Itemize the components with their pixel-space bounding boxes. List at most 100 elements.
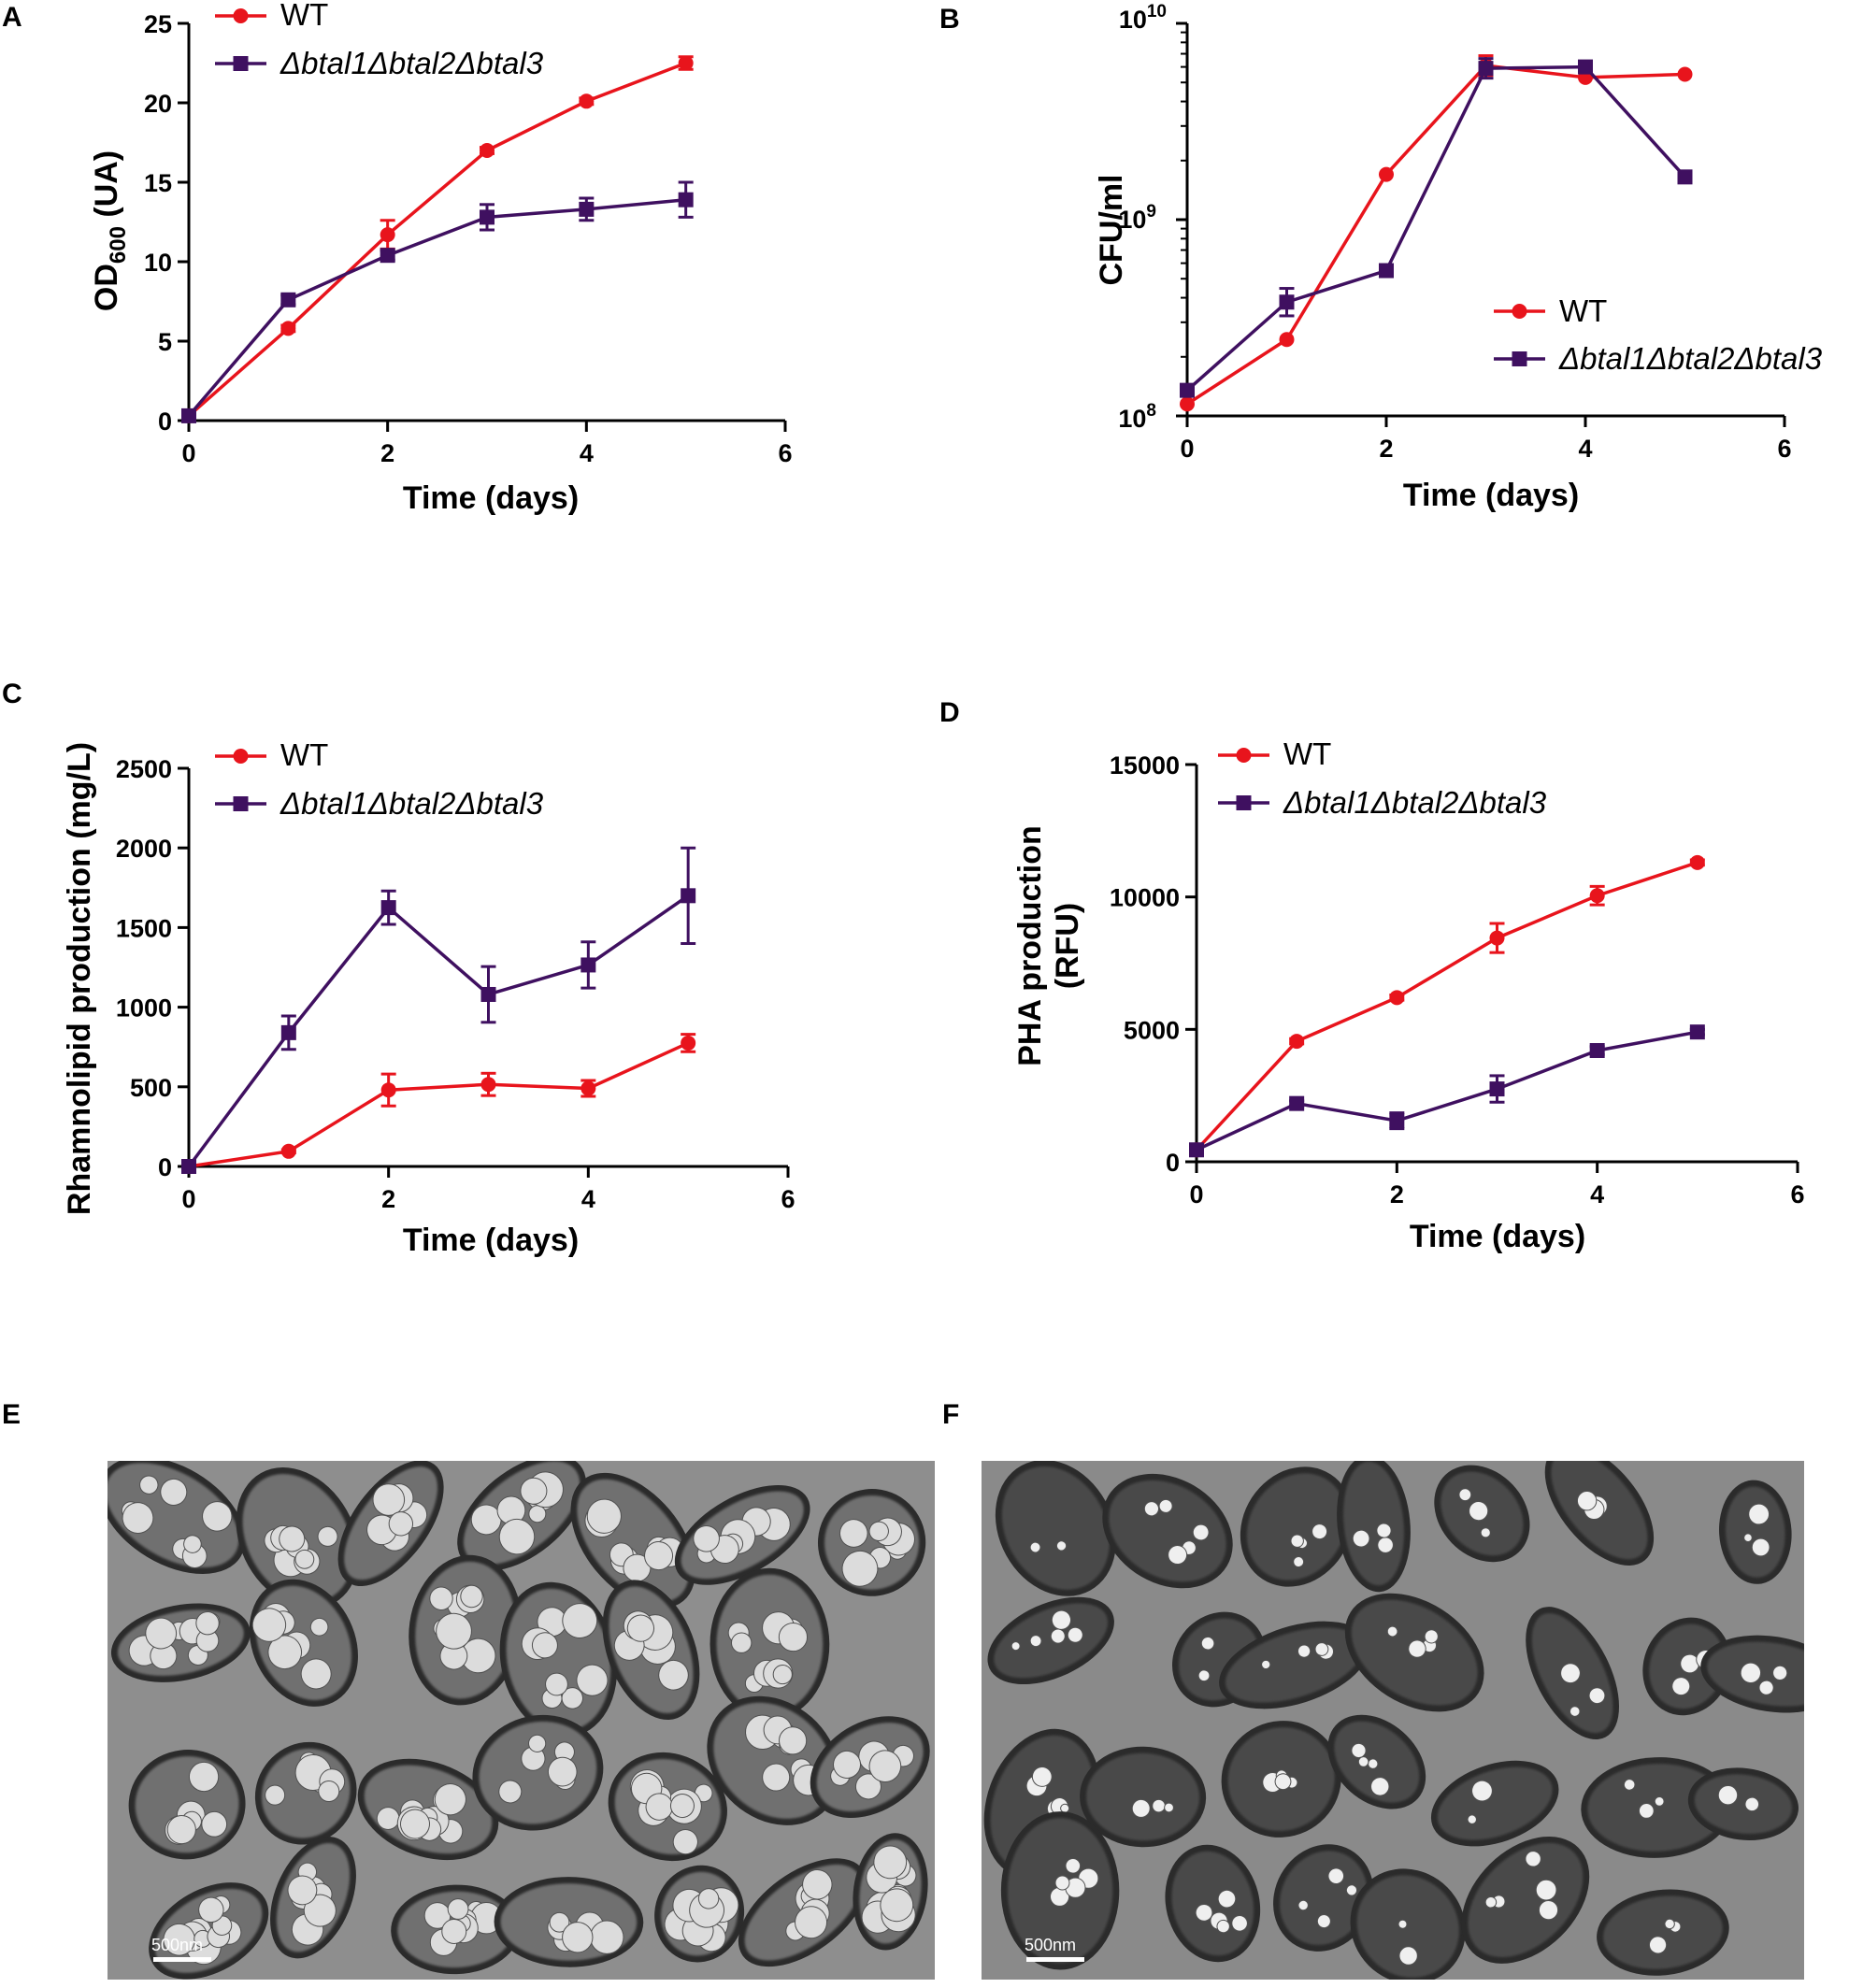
pha-granule (1654, 1795, 1665, 1807)
micrograph-e-scale-bar (153, 1957, 211, 1962)
pha-granule (1471, 1780, 1493, 1802)
chart-a-series-mutant-point (480, 209, 494, 225)
chart-a-series-mutant-point (380, 248, 395, 264)
cell (1687, 1767, 1799, 1840)
chart-d-xtick-label: 2 (1390, 1180, 1404, 1209)
pha-granule (1368, 1758, 1379, 1769)
pha-granule (528, 1505, 547, 1523)
pha-granule (778, 1622, 809, 1652)
pha-granule (388, 1511, 414, 1537)
cell (149, 1882, 269, 1980)
pha-granule (590, 1920, 624, 1954)
pha-granule (520, 1477, 548, 1505)
chart-b-legend-marker-mutant (1512, 351, 1527, 366)
cell (1240, 1466, 1354, 1587)
chart-b-ytick-1e8: 108 (1118, 401, 1156, 433)
pha-granule (1398, 1919, 1408, 1929)
chart-c-legend-marker-wt (233, 749, 249, 764)
cell (1221, 1721, 1341, 1838)
pha-granule (1192, 1523, 1210, 1541)
micrograph-e-scale-label: 500nm (151, 1936, 203, 1954)
pha-granule (1290, 1534, 1304, 1548)
pha-granule (868, 1750, 902, 1782)
chart-c-series-mutant-point (280, 1024, 296, 1040)
pha-granule (447, 1898, 469, 1920)
pha-granule (294, 1549, 315, 1569)
chart-d-ylabel-line1: PHA production (1012, 825, 1048, 1066)
chart-d-ytick-label: 10000 (1110, 884, 1180, 912)
chart-a-ylabel: OD600 (UA) (89, 150, 131, 311)
chart-a-series-mutant-point (579, 201, 595, 217)
pha-granule (1312, 1523, 1328, 1540)
pha-granule (1480, 1527, 1491, 1538)
pha-granule (528, 1734, 547, 1752)
chart-a-series-mutant-point (280, 292, 296, 307)
chart-b-series-wt-point (1379, 166, 1394, 182)
pha-granule (1055, 1540, 1068, 1552)
cell (853, 1833, 928, 1951)
pha-granule (1772, 1665, 1788, 1681)
pha-granule (730, 1632, 752, 1653)
pha-granule (441, 1918, 467, 1944)
chart-b-ytick-1e9: 109 (1118, 202, 1156, 234)
pha-granule (166, 1814, 196, 1845)
chart-a-od600: 0 2 4 6 0 5 10 15 20 25 Time (days) OD600 (UA) WT… (89, 0, 793, 516)
cell (128, 1750, 246, 1860)
pha-granule (1010, 1641, 1021, 1652)
cell (1461, 1836, 1590, 1964)
cell-cytoplasm (1468, 1842, 1584, 1957)
pha-granule (779, 1726, 808, 1755)
pha-granule (1158, 1498, 1173, 1513)
cell (1080, 1746, 1207, 1848)
chart-c-xtick-label: 2 (381, 1185, 395, 1213)
chart-a-series-wt-point (579, 93, 595, 109)
pha-granule (1717, 1784, 1739, 1806)
pha-granule (1424, 1629, 1439, 1644)
cell (1219, 1621, 1369, 1709)
chart-c-ytick-label: 2500 (116, 755, 172, 783)
pha-granule (1261, 1659, 1271, 1670)
chart-d-series-wt-point (1289, 1034, 1305, 1050)
chart-d-legend-wt: WT (1283, 737, 1331, 771)
chart-d-series-wt-point (1689, 854, 1705, 870)
cell-cytoplasm (1707, 1641, 1804, 1707)
chart-c-xlabel: Time (days) (403, 1223, 579, 1258)
chart-b-series-wt-line (1186, 64, 1685, 406)
pha-granule (1408, 1639, 1426, 1658)
pha-granule (1351, 1742, 1367, 1759)
micrograph-f-scale-label: 500nm (1025, 1936, 1076, 1954)
cell (270, 1837, 356, 1959)
chart-b-series-mutant-point (1279, 294, 1295, 310)
cell (408, 1554, 523, 1706)
chart-c-xtick-label: 6 (781, 1185, 795, 1213)
chart-d-xtick-label: 6 (1790, 1180, 1804, 1209)
cell-cytoplasm (1280, 1851, 1368, 1945)
cell (1344, 1593, 1484, 1712)
chart-d-xtick-label: 4 (1590, 1180, 1604, 1209)
cell (608, 1752, 727, 1862)
pha-granule (309, 1617, 329, 1637)
pha-granule (1314, 1642, 1329, 1656)
cell (1165, 1844, 1261, 1963)
pha-granule (545, 1672, 568, 1696)
pha-granule (1345, 1884, 1358, 1896)
pha-granule (1484, 1895, 1498, 1909)
chart-d-series-wt-point (1589, 888, 1605, 904)
pha-granule (762, 1763, 791, 1792)
cell (110, 1603, 251, 1682)
chart-a-xtick-label: 0 (181, 439, 195, 467)
chart-a-series-wt-point (280, 321, 296, 336)
chart-b-ylabel: CFU/ml (1094, 175, 1129, 286)
cell (357, 1758, 499, 1861)
chart-c-ytick-label: 1500 (116, 914, 172, 942)
chart-a-ytick-label: 15 (144, 169, 172, 197)
chart-c-legend-mutant: Δbtal1Δbtal2Δbtal3 (280, 786, 544, 821)
pha-granule (795, 1906, 828, 1939)
chart-c-series-wt-line (188, 1041, 689, 1168)
cell-cytoplasm (1603, 1895, 1723, 1969)
cell (457, 1461, 586, 1571)
pha-granule (1535, 1879, 1557, 1901)
chart-c-series-wt-point (280, 1143, 296, 1159)
pha-granule (1195, 1903, 1213, 1922)
chart-c-marks: 0 2 4 6 0 500 1000 1500 2000 2500 (116, 749, 796, 1213)
